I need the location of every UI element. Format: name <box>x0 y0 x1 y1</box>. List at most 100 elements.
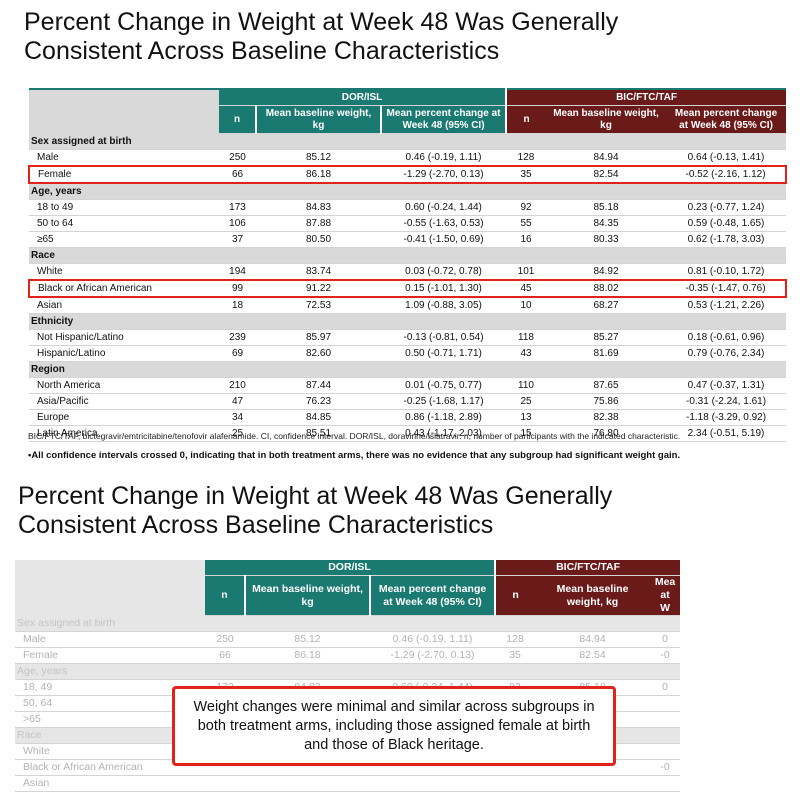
cell: 0.01 (-0.75, 0.77) <box>381 377 507 394</box>
cell: 43 <box>506 345 547 362</box>
cell <box>650 711 681 728</box>
row-label: Black or African American <box>28 279 219 298</box>
group-header: BIC/FTC/TAF <box>495 560 681 576</box>
cell: 76.80 <box>546 425 667 442</box>
row-label: >65 <box>15 711 205 728</box>
cell: -0 <box>650 647 681 664</box>
section-row: Sex assigned at birth <box>15 615 681 632</box>
cell: 82.54 <box>535 647 651 664</box>
cell: 47 <box>219 393 256 410</box>
row-label: North America <box>29 377 219 394</box>
cell: 84.85 <box>256 409 381 426</box>
cell: 72.53 <box>256 297 381 314</box>
corner <box>15 560 205 576</box>
row-label: Female <box>28 165 219 184</box>
data-row: Not Hispanic/Latino 239 85.97 -0.13 (-0.81,… <box>29 329 787 346</box>
data-row: 18 to 49 173 84.83 0.60 (-0.24, 1.44) 92 85.1… <box>29 199 787 216</box>
cell: 85.12 <box>256 149 381 167</box>
cell: 92 <box>506 199 547 216</box>
cell: 85.12 <box>245 631 370 648</box>
cell: 84.94 <box>546 149 667 167</box>
cell: 85.18 <box>546 199 667 216</box>
section-label: Sex assigned at birth <box>15 615 681 632</box>
cell <box>370 775 496 792</box>
row-label: 50 to 64 <box>29 215 219 232</box>
results-table: DOR/ISL BIC/FTC/TAF n Mean baseline weight,… <box>28 88 788 442</box>
cell <box>205 775 245 792</box>
section-row: Ethnicity <box>29 313 787 330</box>
column-header: n <box>219 105 257 134</box>
data-row: 50 to 64 106 87.88 -0.55 (-1.63, 0.53) 55 84.… <box>29 215 787 232</box>
cell: 0.46 (-0.19, 1.11) <box>381 149 507 167</box>
data-row: Male 250 85.12 0.46 (-0.19, 1.11) 128 84.94 0 <box>15 631 681 648</box>
data-row: Female 66 86.18 -1.29 (-2.70, 0.13) 35 82.54-… <box>28 165 788 184</box>
cell: 106 <box>219 215 256 232</box>
column-header: n <box>205 575 246 616</box>
cell <box>535 775 651 792</box>
data-row: Asian <box>15 775 681 792</box>
row-label: 18 to 49 <box>29 199 219 216</box>
row-label: Asian <box>29 297 219 314</box>
data-row: ≥65 37 80.50 -0.41 (-1.50, 0.69) 16 80.33 0.62… <box>29 231 787 248</box>
data-row: Black or African American 99 91.22 0.15 (-1… <box>28 279 788 298</box>
column-header-row: n Mean baseline weight, kg Mean percent ch… <box>29 105 787 134</box>
cell: -0.35 (-1.47, 0.76) <box>666 279 788 298</box>
cell: 80.33 <box>546 231 667 248</box>
section-label: Race <box>29 247 787 264</box>
cell: 250 <box>219 149 256 167</box>
cell: 118 <box>506 329 547 346</box>
row-label: Europe <box>29 409 219 426</box>
cell: 84.35 <box>546 215 667 232</box>
cell: 0 <box>650 679 681 696</box>
cell: 250 <box>205 631 245 648</box>
section-row: Age, years <box>29 183 787 200</box>
cell: 45 <box>506 279 547 298</box>
cell: 85.97 <box>256 329 381 346</box>
row-label: Asian <box>15 775 205 792</box>
cell: 0.86 (-1.18, 2.89) <box>381 409 507 426</box>
cell: 0 <box>650 631 681 648</box>
column-header: Mean baseline weight, kg <box>535 575 651 616</box>
data-row: Female 66 86.18 -1.29 (-2.70, 0.13) 35 82.54-… <box>15 647 681 664</box>
cell <box>245 775 370 792</box>
cell: 87.44 <box>256 377 381 394</box>
row-label: Asia/Pacific <box>29 393 219 410</box>
group-header: DOR/ISL <box>205 560 497 576</box>
row-label: Hispanic/Latino <box>29 345 219 362</box>
cell: 69 <box>219 345 256 362</box>
cell: -1.29 (-2.70, 0.13) <box>381 165 507 184</box>
data-row: Latin America 25 85.51 0.43 (-1.17, 2.03) 15… <box>29 425 787 442</box>
cell: -0.25 (-1.68, 1.17) <box>381 393 507 410</box>
section-label: Region <box>29 361 787 378</box>
cell: 0.60 (-0.24, 1.44) <box>381 199 507 216</box>
cell: 18 <box>219 297 256 314</box>
cell: 25 <box>506 393 547 410</box>
cell: 80.50 <box>256 231 381 248</box>
data-row: Asia/Pacific 47 76.23 -0.25 (-1.68, 1.17) 25… <box>29 393 787 410</box>
cell: 128 <box>495 631 536 648</box>
column-header: Mean percent change at Week 48 (95% CI) <box>370 575 497 616</box>
data-row: White 194 83.74 0.03 (-0.72, 0.78) 101 84.92 0… <box>29 263 787 281</box>
cell: 0.53 (-1.21, 2.26) <box>666 297 787 314</box>
cell: -0.55 (-1.63, 0.53) <box>381 215 507 232</box>
cell: 194 <box>219 263 256 281</box>
cell: -0.13 (-0.81, 0.54) <box>381 329 507 346</box>
section-row: Sex assigned at birth <box>29 133 787 150</box>
cell: 0.47 (-0.37, 1.31) <box>666 377 787 394</box>
data-row: Male 250 85.12 0.46 (-0.19, 1.11) 128 84.94 0.… <box>29 149 787 167</box>
column-header: Mean baseline weight, kg <box>256 105 382 134</box>
note: •All confidence intervals crossed 0, ind… <box>28 450 681 461</box>
corner <box>15 575 205 616</box>
cell: 81.69 <box>546 345 667 362</box>
group-header-row: DOR/ISL BIC/FTC/TAF <box>29 89 787 106</box>
column-header: n <box>495 575 536 616</box>
cell: 76.23 <box>256 393 381 410</box>
row-label: Male <box>15 631 205 648</box>
corner <box>29 105 219 134</box>
data-row: Europe 34 84.85 0.86 (-1.18, 2.89) 13 82.38 -1… <box>29 409 787 426</box>
cell: 34 <box>219 409 256 426</box>
cell: -0.31 (-2.24, 1.61) <box>666 393 787 410</box>
cell: 13 <box>506 409 547 426</box>
corner <box>29 89 219 106</box>
